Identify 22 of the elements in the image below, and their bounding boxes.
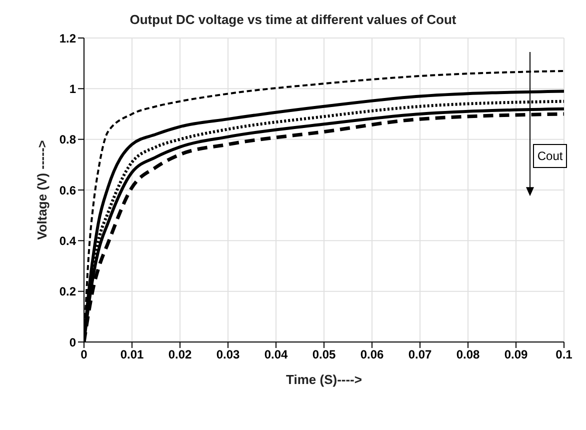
x-tick-label: 0.06 xyxy=(360,348,384,362)
x-tick-label: 0.03 xyxy=(216,348,240,362)
chart-title: Output DC voltage vs time at different values of Cout xyxy=(128,12,458,27)
y-tick-label: 0 xyxy=(69,335,76,350)
y-tick-label: 1.2 xyxy=(59,31,76,46)
x-tick-label: 0.09 xyxy=(504,348,528,362)
y-tick-label: 0.8 xyxy=(59,132,76,147)
y-tick-label: 0.2 xyxy=(59,284,76,299)
y-axis-title: Voltage (V) -----> xyxy=(34,140,50,240)
x-tick-label: 0.08 xyxy=(456,348,480,362)
x-axis-title: Time (S)----> xyxy=(286,372,362,387)
x-tick-label: 0.07 xyxy=(408,348,432,362)
y-tick-label: 0.4 xyxy=(59,234,76,248)
annotation: Cout xyxy=(533,144,567,168)
x-tick-label: 0.1 xyxy=(556,348,573,362)
x-tick-label: 0.01 xyxy=(120,348,144,362)
x-tick-label: 0.04 xyxy=(264,348,288,362)
x-tick-label: 0.02 xyxy=(168,348,192,362)
y-tick-label: 1 xyxy=(69,82,76,96)
x-tick-label: 0 xyxy=(80,348,88,362)
x-tick-label: 0.05 xyxy=(312,348,336,362)
y-tick-label: 0.6 xyxy=(59,183,76,198)
